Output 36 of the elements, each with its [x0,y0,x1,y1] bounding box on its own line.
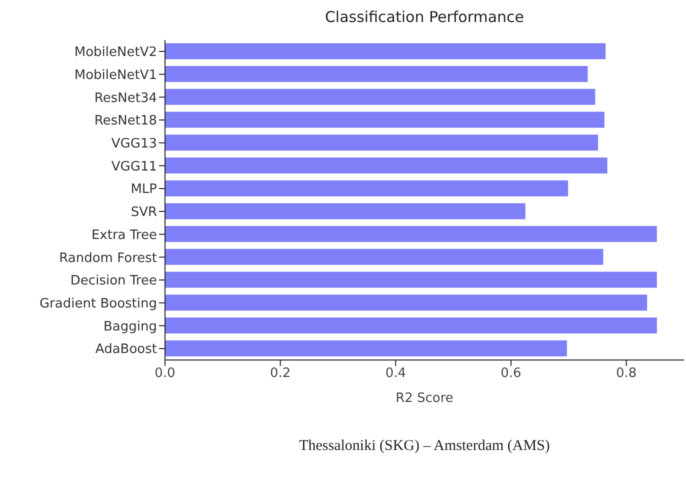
bar [165,180,568,196]
y-tick-label: ResNet34 [94,90,157,106]
y-tick-label: Random Forest [59,250,157,266]
y-tick-label: VGG13 [111,136,157,152]
y-tick-label: Decision Tree [70,274,157,289]
y-tick-label: ResNet18 [94,114,157,129]
chart-title: Classification Performance [324,8,526,26]
bar [165,157,608,174]
y-tick-label: Gradient Boosting [39,296,157,312]
bar [165,203,526,220]
x-tick-label: 0.8 [616,366,637,382]
x-tick-label: 0.4 [385,366,406,382]
x-axis-title: R2 Score [396,391,454,406]
bar [165,248,604,265]
x-tick-label: 0.6 [500,366,522,382]
y-tick-label: VGG11 [111,159,157,174]
bar [165,294,648,311]
y-tick-label: Bagging [104,319,157,334]
bar [165,272,657,288]
y-tick-label: MLP [130,182,158,198]
text: Thessaloniki (SKG) – Amsterdam (AMS) [298,438,551,455]
y-tick-label: MobileNetV2 [74,45,157,60]
bar [165,134,598,151]
bar [165,43,606,60]
x-tick-label: 0.2 [270,366,291,382]
bar [165,88,596,105]
y-tick-label: Extra Tree [91,228,157,243]
y-tick-label: AdaBoost [95,342,157,358]
x-tick-label: 0.0 [154,366,176,382]
bar [165,226,657,242]
bar [165,112,604,128]
y-tick-label: SVR [130,205,157,220]
y-tick-label: MobileNetV1 [74,68,157,83]
bar [165,340,567,356]
bar [165,66,588,82]
bar [165,317,657,334]
